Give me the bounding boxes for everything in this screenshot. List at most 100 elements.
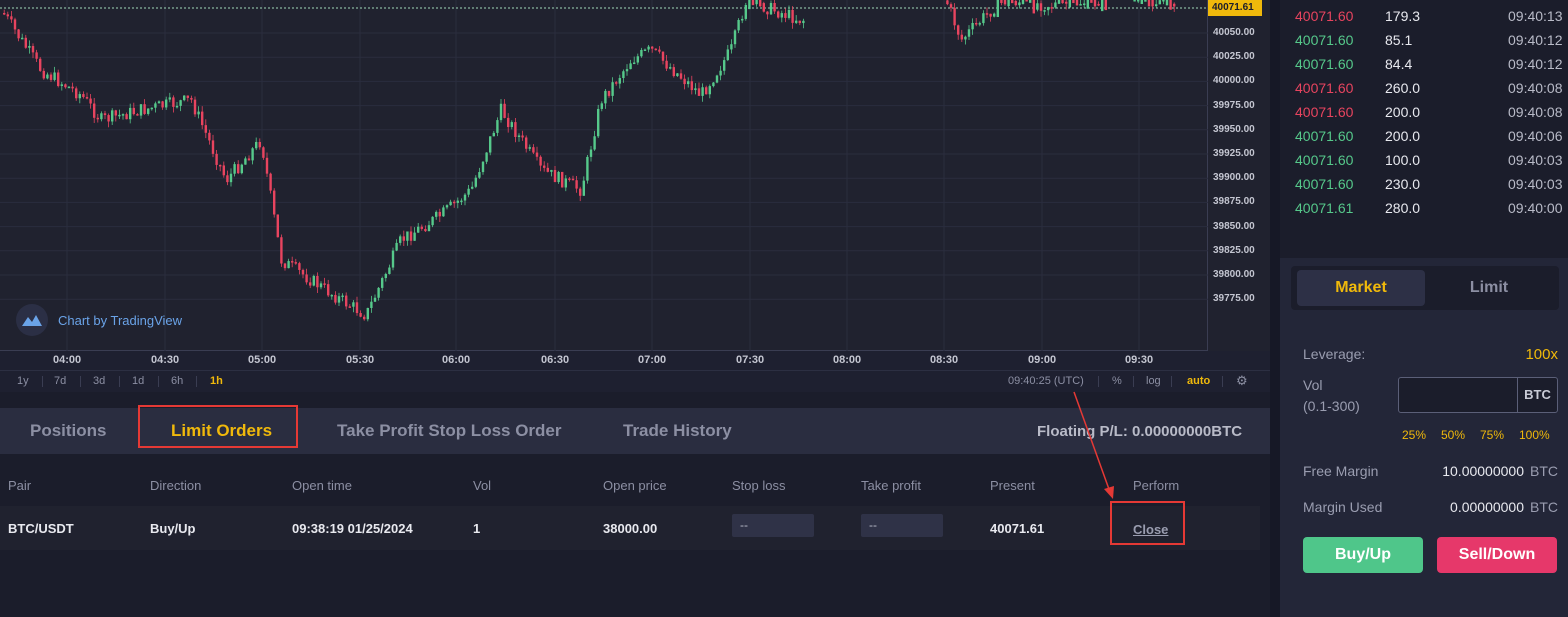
interval-1d[interactable]: 1d bbox=[132, 375, 145, 387]
candle-body bbox=[741, 18, 744, 21]
candle-body bbox=[143, 104, 146, 114]
price-tick: 39925.00 bbox=[1213, 148, 1255, 159]
trade-price: 40071.60 bbox=[1295, 128, 1354, 144]
candle-body bbox=[701, 87, 704, 96]
candle-body bbox=[49, 74, 53, 80]
tab-trade-history[interactable]: Trade History bbox=[623, 421, 732, 440]
interval-3d[interactable]: 3d bbox=[93, 375, 106, 387]
candle-body bbox=[28, 46, 31, 48]
current-price-badge: 40071.61 bbox=[1208, 0, 1262, 16]
candle-body bbox=[114, 110, 117, 116]
chart-clock[interactable]: 09:40:25 (UTC) bbox=[1008, 375, 1084, 387]
tab-take-profit-stop-loss[interactable]: Take Profit Stop Loss Order bbox=[337, 421, 562, 440]
candle-body bbox=[1011, 0, 1014, 4]
col-open-price: Open price bbox=[603, 478, 667, 493]
time-tick: 05:00 bbox=[248, 354, 277, 366]
percent-75-button[interactable]: 75% bbox=[1480, 428, 1505, 442]
candle-body bbox=[75, 88, 78, 99]
candle-body bbox=[755, 0, 758, 5]
auto-scale-toggle[interactable]: auto bbox=[1187, 375, 1211, 387]
candle-body bbox=[964, 36, 967, 40]
candle-body bbox=[694, 88, 697, 91]
candle-body bbox=[85, 97, 89, 99]
trade-time: 09:40:00 bbox=[1508, 200, 1563, 216]
candle-body bbox=[175, 105, 179, 108]
tab-limit-orders[interactable]: Limit Orders bbox=[171, 421, 273, 440]
candle-body bbox=[334, 294, 337, 303]
candle-body bbox=[157, 101, 161, 104]
candle-body bbox=[957, 25, 960, 35]
percent-50-button[interactable]: 50% bbox=[1441, 428, 1466, 442]
settings-gear-icon[interactable]: ⚙ bbox=[1236, 373, 1248, 388]
candle-body bbox=[301, 269, 305, 275]
candle-body bbox=[744, 5, 747, 19]
tab-positions[interactable]: Positions bbox=[30, 421, 107, 440]
trade-row: 40071.60 230.0 09:40:03 bbox=[1280, 176, 1568, 200]
candle-body bbox=[1086, 0, 1089, 9]
close-order-button[interactable]: Close bbox=[1133, 522, 1169, 537]
candle-body bbox=[759, 0, 762, 7]
candle-body bbox=[539, 156, 542, 166]
col-perform: Perform bbox=[1133, 478, 1180, 493]
candle-body bbox=[1093, 0, 1097, 7]
percent-scale-toggle[interactable]: % bbox=[1112, 375, 1122, 387]
row-vol: 1 bbox=[473, 521, 481, 536]
candle-body bbox=[3, 13, 6, 15]
divider bbox=[196, 376, 197, 387]
interval-6h[interactable]: 6h bbox=[171, 375, 184, 387]
trade-row: 40071.60 179.3 09:40:13 bbox=[1280, 8, 1568, 32]
take-profit-input[interactable]: -- bbox=[861, 514, 943, 537]
candle-body bbox=[1173, 3, 1176, 7]
candle-body bbox=[690, 81, 693, 91]
tradingview-watermark[interactable]: Chart by TradingView bbox=[16, 304, 182, 336]
candle-body bbox=[687, 81, 690, 85]
trade-price: 40071.60 bbox=[1295, 56, 1354, 72]
interval-7d[interactable]: 7d bbox=[54, 375, 67, 387]
tab-market[interactable]: Market bbox=[1297, 270, 1425, 306]
percent-25-button[interactable]: 25% bbox=[1402, 428, 1427, 442]
trade-time: 09:40:03 bbox=[1508, 176, 1563, 192]
candle-body bbox=[89, 98, 92, 104]
candle-body bbox=[1007, 0, 1010, 7]
interval-1h[interactable]: 1h bbox=[210, 375, 223, 387]
percent-100-button[interactable]: 100% bbox=[1519, 428, 1550, 442]
interval-1y[interactable]: 1y bbox=[17, 375, 29, 387]
col-pair: Pair bbox=[8, 478, 32, 493]
candlestick-plot[interactable] bbox=[0, 0, 1208, 351]
candle-body bbox=[485, 152, 488, 162]
trade-row: 40071.60 260.0 09:40:08 bbox=[1280, 80, 1568, 104]
candle-body bbox=[989, 13, 992, 17]
candle-body bbox=[1144, 0, 1147, 2]
sell-down-button[interactable]: Sell/Down bbox=[1437, 537, 1557, 573]
log-scale-toggle[interactable]: log bbox=[1146, 375, 1161, 387]
candle-body bbox=[417, 226, 420, 233]
price-axis[interactable] bbox=[1208, 0, 1270, 351]
candle-body bbox=[708, 86, 711, 95]
candle-body bbox=[287, 261, 290, 269]
candle-body bbox=[330, 294, 333, 297]
candle-body bbox=[431, 216, 434, 226]
leverage-label: Leverage: bbox=[1303, 346, 1366, 362]
candle-body bbox=[39, 58, 42, 71]
candle-body bbox=[413, 232, 416, 241]
candle-body bbox=[363, 316, 366, 320]
trade-qty: 200.0 bbox=[1385, 128, 1421, 144]
candle-body bbox=[636, 56, 639, 63]
candle-body bbox=[1043, 10, 1046, 12]
tab-limit[interactable]: Limit bbox=[1469, 279, 1509, 296]
candle-body bbox=[17, 29, 20, 39]
candle-body bbox=[705, 87, 708, 95]
candle-body bbox=[237, 164, 240, 174]
leverage-value[interactable]: 100x bbox=[1525, 346, 1558, 363]
candle-body bbox=[409, 231, 413, 241]
candle-body bbox=[661, 51, 665, 61]
stop-loss-input[interactable]: -- bbox=[732, 514, 814, 537]
vol-input[interactable]: BTC bbox=[1398, 377, 1558, 413]
row-pair: BTC/USDT bbox=[8, 521, 74, 536]
buy-up-button[interactable]: Buy/Up bbox=[1303, 537, 1423, 573]
candle-body bbox=[406, 231, 409, 241]
candle-body bbox=[766, 11, 769, 15]
candle-body bbox=[474, 177, 477, 187]
candle-body bbox=[586, 156, 589, 181]
candle-body bbox=[1018, 2, 1021, 6]
